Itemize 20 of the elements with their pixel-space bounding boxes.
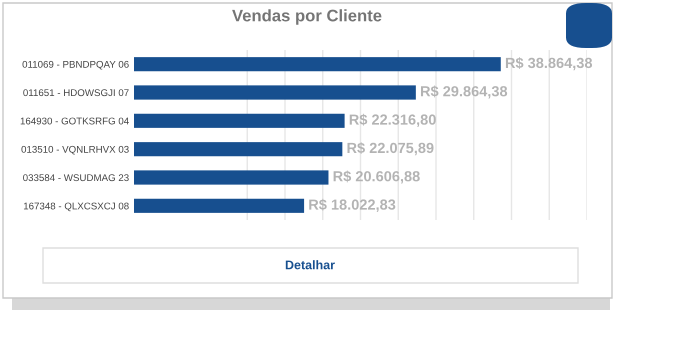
- data-label: R$ 20.606,88: [334, 170, 420, 184]
- y-tick-label: 167348 - QLXCSXCJ 08: [24, 202, 129, 212]
- bar: [134, 114, 345, 128]
- chart-title: Vendas por Cliente: [232, 9, 382, 25]
- bar: [134, 85, 416, 100]
- y-tick-label: 033584 - WSUDMAG 23: [23, 174, 129, 182]
- y-tick-label: 011069 - PBNDPQAY 06: [22, 60, 129, 70]
- y-tick-label: 011651 - HDOWSGJI 07: [23, 89, 129, 96]
- y-tick-label: 013510 - VQNLRHVX 03: [21, 146, 129, 155]
- bar: [134, 142, 342, 156]
- data-label: R$ 18.022,83: [309, 198, 396, 212]
- bar: [134, 170, 328, 185]
- bar: [134, 198, 304, 213]
- text: Detalhar: [286, 260, 335, 270]
- data-label: R$ 29.864,38: [420, 85, 508, 99]
- data-label: R$ 22.316,80: [350, 114, 436, 127]
- data-label: R$ 22.075,89: [347, 142, 434, 156]
- data-label: R$ 38.864,38: [506, 57, 592, 70]
- y-tick-label: 164930 - GOTKSRFG 04: [20, 118, 129, 124]
- bar: [134, 57, 501, 72]
